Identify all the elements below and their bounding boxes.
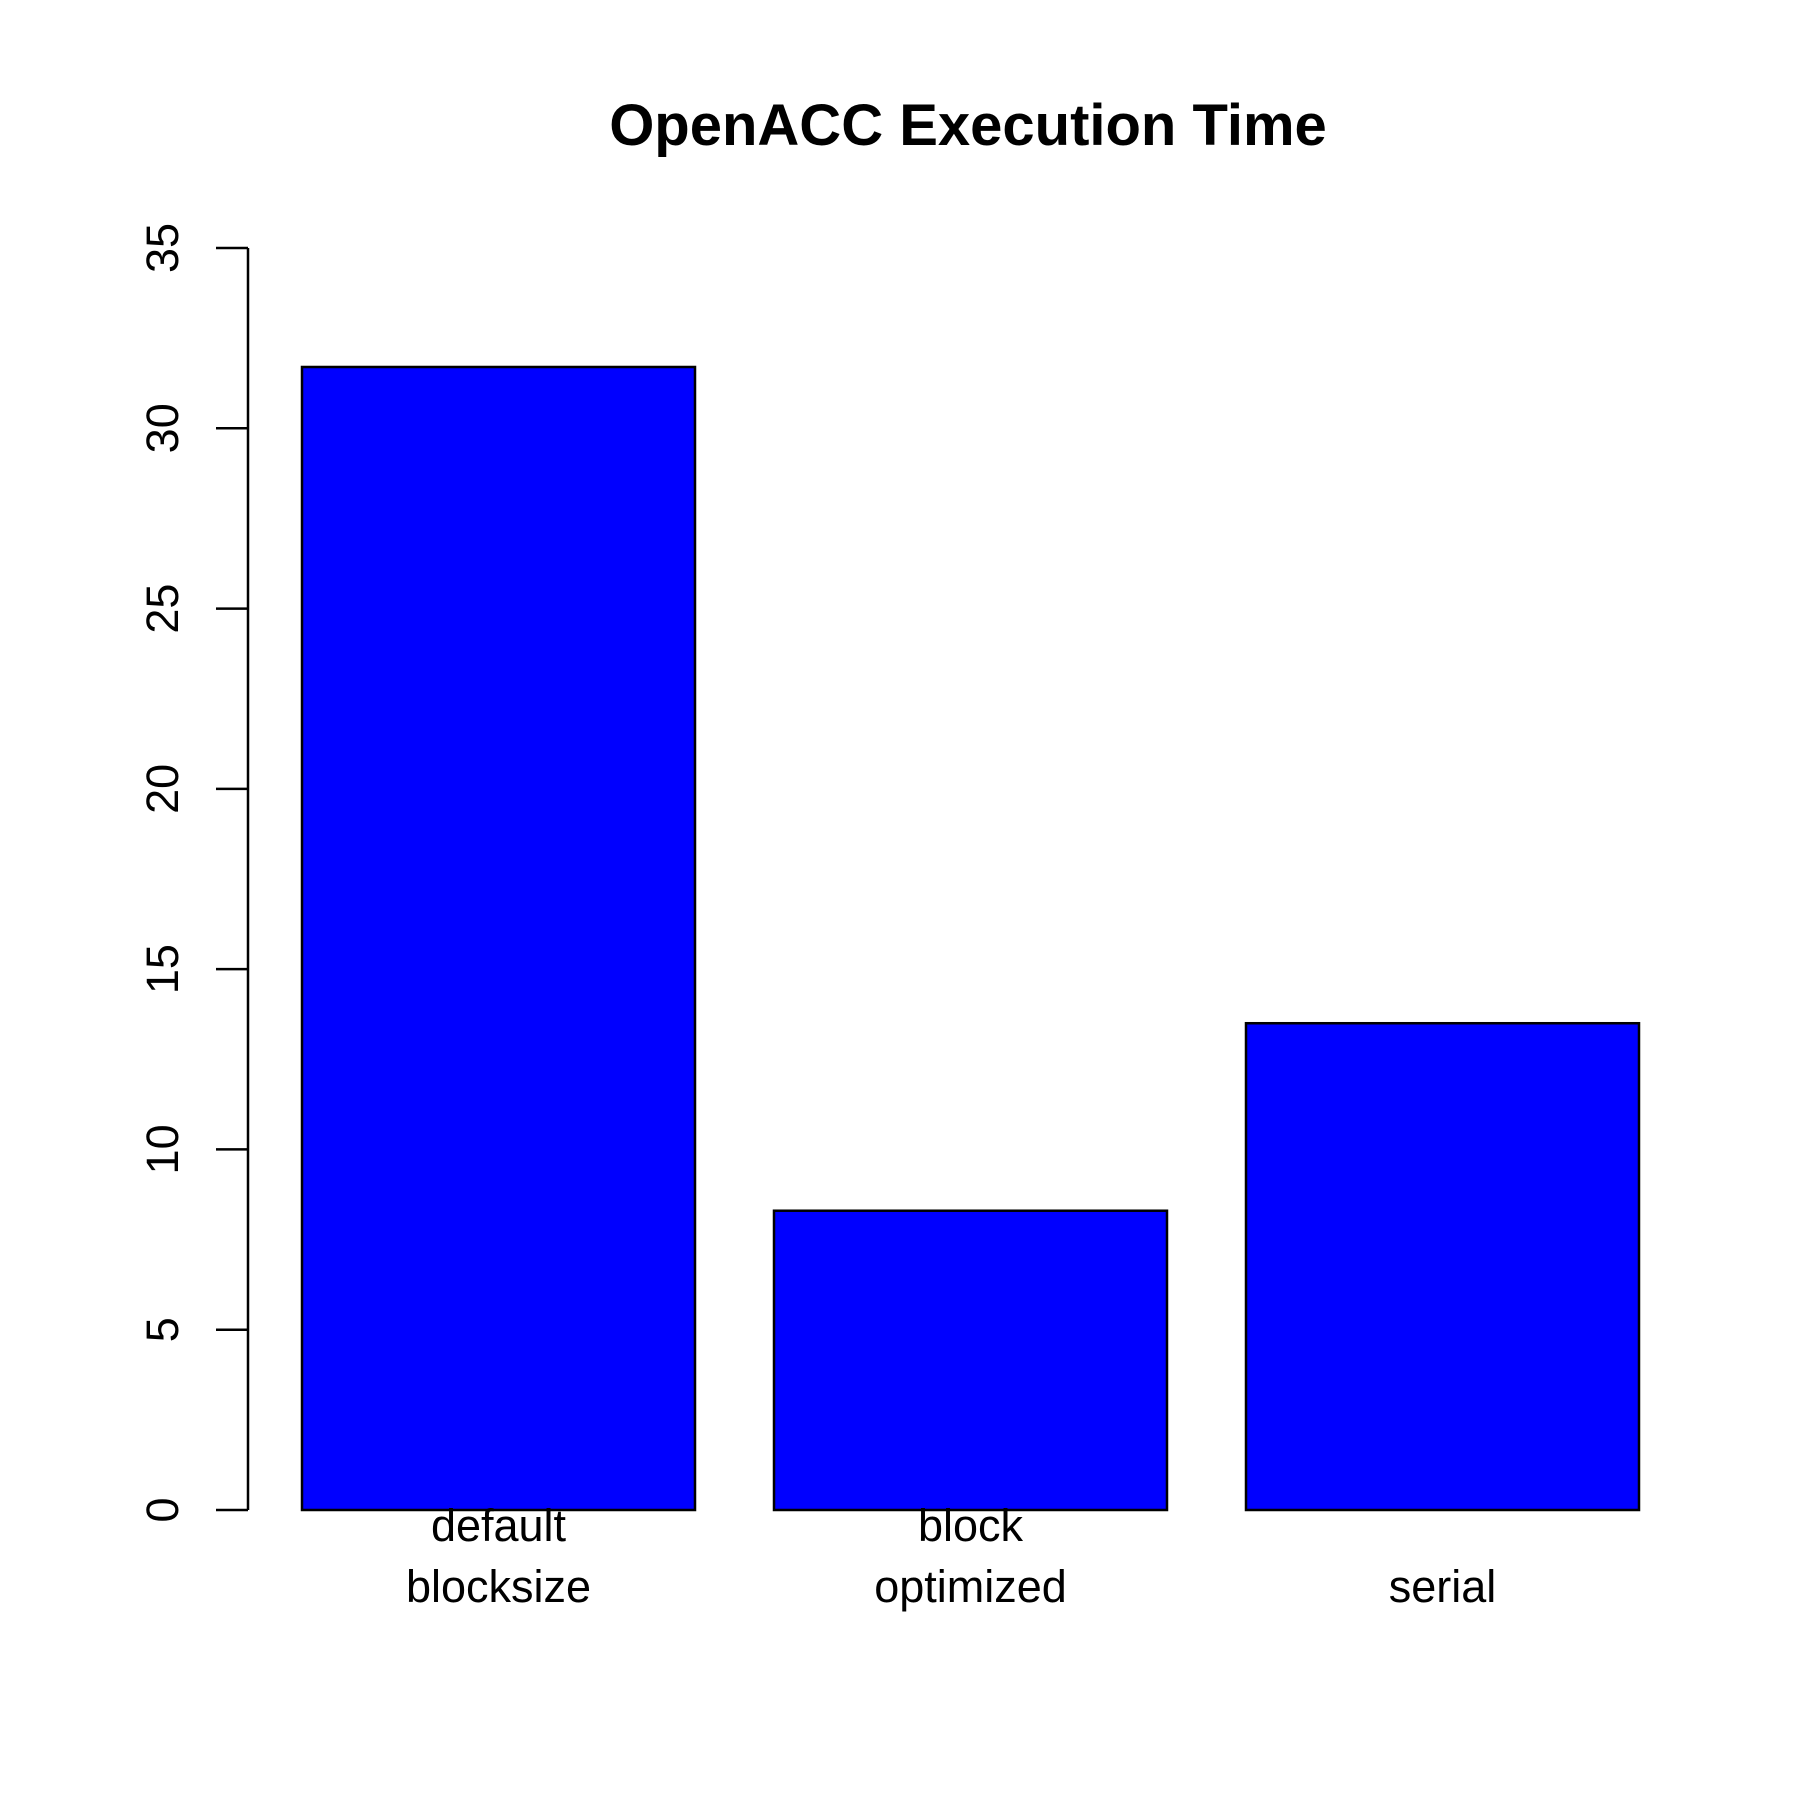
- x-category-label: optimized: [874, 1561, 1067, 1612]
- x-category-label: blocksize: [406, 1561, 591, 1612]
- y-tick-label: 35: [137, 223, 188, 273]
- bar: [300, 365, 697, 1512]
- y-tick-label: 30: [137, 403, 188, 453]
- y-tick-label: 5: [137, 1317, 188, 1342]
- bar: [1244, 1021, 1641, 1512]
- y-tick-label: 20: [137, 764, 188, 814]
- x-category-label: block: [918, 1500, 1024, 1551]
- y-tick-label: 0: [137, 1497, 188, 1522]
- y-tick-label: 10: [137, 1124, 188, 1174]
- bars: [300, 365, 1641, 1512]
- x-category-label: default: [431, 1500, 567, 1551]
- bar: [772, 1209, 1169, 1512]
- y-tick-label: 25: [137, 584, 188, 634]
- x-category-label: serial: [1389, 1561, 1497, 1612]
- chart-title: OpenACC Execution Time: [609, 93, 1327, 158]
- y-axis: 0 5 10 15 20 25 30 35: [137, 223, 250, 1523]
- x-axis-labels: default blocksize block optimized serial: [406, 1500, 1496, 1612]
- y-tick-label: 15: [137, 944, 188, 994]
